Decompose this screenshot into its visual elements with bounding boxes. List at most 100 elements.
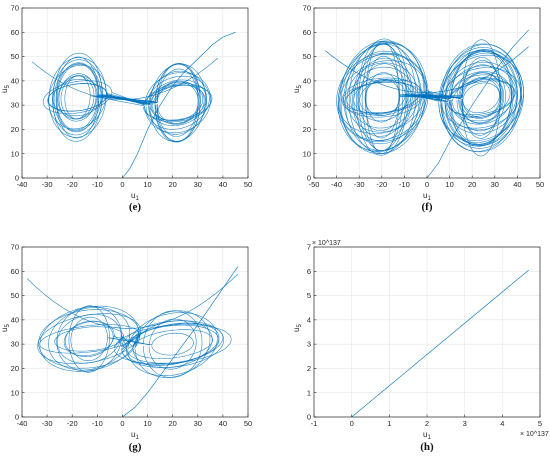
- y-tick-label: 20: [11, 125, 19, 134]
- x-tick-label: 2: [425, 419, 429, 428]
- x-tick-label: 10: [143, 180, 151, 189]
- panel-g: -40 -30 -20 -10 0 10 20 30 40 50 010203040506070 …: [0, 243, 252, 453]
- y-tick-label: 7: [307, 243, 311, 252]
- attractor-loop: [344, 77, 511, 118]
- attractor-loop: [361, 43, 516, 152]
- y-tick-label: 10: [11, 388, 19, 397]
- x-tick-label: 10: [143, 419, 151, 428]
- x-tick-label: 30: [194, 180, 202, 189]
- y-tick-label: 30: [11, 340, 19, 349]
- x-tick-label: -10: [92, 419, 103, 428]
- x-tick-label: 1: [387, 419, 391, 428]
- x-tick-label: -30: [42, 180, 53, 189]
- attractor-loop: [348, 41, 518, 154]
- y-tick-label: 0: [307, 413, 311, 422]
- y-axis-label-f: u5: [292, 85, 303, 93]
- x-tick-label: 20: [168, 180, 176, 189]
- attractor-loop: [52, 52, 207, 142]
- y-tick-label: 5: [307, 291, 311, 300]
- attractor-loop: [358, 63, 515, 131]
- x-tick-label: 0: [120, 419, 124, 428]
- x-axis-label-e: u1: [131, 191, 139, 202]
- y-tick-label: 0: [15, 174, 19, 183]
- y-tick-label: 50: [11, 291, 19, 300]
- x-tick-label: -40: [17, 180, 28, 189]
- x-tick-label: -30: [42, 419, 53, 428]
- trajectory-e: [31, 32, 236, 179]
- x-tick-label: -40: [331, 180, 342, 189]
- y-tick-label: 4: [307, 315, 311, 324]
- attractor-loop: [356, 38, 524, 156]
- x-ticks-g: -40 -30 -20 -10 0 10 20 30 40 50: [17, 414, 252, 428]
- x-tick-label: -20: [67, 419, 78, 428]
- x-tick-label: 3: [463, 419, 467, 428]
- x-tick-label: 5: [538, 419, 542, 428]
- y-tick-label: 60: [303, 28, 311, 37]
- y-ticks-h: 0 1 2 3 4 5 6 7: [307, 243, 317, 422]
- x-axis-label-f: u1: [423, 191, 431, 202]
- y-tick-label: 40: [303, 76, 311, 85]
- x-exponent-h: × 10^137: [520, 431, 549, 438]
- y-tick-label: 2: [307, 364, 311, 373]
- y-axis-label-e: u5: [0, 85, 11, 93]
- x-tick-label: 4: [500, 419, 504, 428]
- y-ticks-f: 0 10 20 30 40 50 60 70: [303, 4, 317, 183]
- trajectory-f: [325, 29, 529, 179]
- x-tick-label: 30: [491, 180, 499, 189]
- y-tick-label: 20: [303, 125, 311, 134]
- y-tick-label: 70: [303, 4, 311, 13]
- x-tick-label: -10: [399, 180, 410, 189]
- x-tick-label: -20: [376, 180, 387, 189]
- y-tick-label: 60: [11, 267, 19, 276]
- attractor-loop: [53, 63, 211, 134]
- attractor-envelope: [26, 273, 239, 329]
- y-tick-label: 70: [11, 243, 19, 252]
- grid-h: [313, 246, 541, 418]
- attractor-loop: [48, 307, 218, 376]
- y-tick-label: 70: [11, 4, 19, 13]
- x-tick-label: 0: [425, 180, 429, 189]
- panel-e: -40 -30 -20 -10 0 10 20 30 40 50 010203040506070 …: [0, 4, 252, 213]
- x-tick-label: 50: [536, 180, 544, 189]
- x-tick-label: 50: [244, 419, 252, 428]
- y-ticks-e: 0 10 20 30 40 50 60 70: [11, 4, 25, 183]
- y-tick-label: 6: [307, 267, 311, 276]
- x-ticks-h: -1 0 1 2 3 4 5: [311, 414, 542, 428]
- y-tick-label: 50: [11, 52, 19, 61]
- y-axis-label-h: u5: [292, 324, 303, 332]
- attractor-loop: [39, 324, 213, 359]
- x-tick-label: -50: [309, 180, 320, 189]
- trajectory-h: [351, 269, 529, 418]
- y-ticks-g: 0 10 20 30 40 50 60 70: [11, 243, 25, 422]
- attractor-loop: [39, 305, 224, 372]
- x-tick-label: 0: [120, 180, 124, 189]
- attractor-loop: [352, 53, 502, 142]
- y-tick-label: 40: [11, 76, 19, 85]
- x-tick-label: 40: [513, 180, 521, 189]
- y-tick-label: 30: [303, 101, 311, 110]
- trajectory-g: [26, 266, 239, 418]
- y-tick-label: 1: [307, 388, 311, 397]
- panel-label-g: (g): [129, 441, 142, 453]
- y-exponent-h: × 10^137: [312, 240, 341, 247]
- attractor-loop: [48, 63, 206, 142]
- attractor-loop: [70, 316, 194, 362]
- y-tick-label: 60: [11, 28, 19, 37]
- panel-label-f: (f): [422, 201, 433, 213]
- x-tick-label: 20: [468, 180, 476, 189]
- y-axis-label-g: u5: [0, 324, 11, 332]
- x-tick-label: -40: [17, 419, 28, 428]
- x-tick-label: -30: [354, 180, 365, 189]
- x-tick-label: 0: [350, 419, 354, 428]
- y-tick-label: 30: [11, 101, 19, 110]
- axes-frame-g: [21, 246, 249, 418]
- series-line: [426, 29, 529, 179]
- attractor-envelope: [325, 46, 529, 93]
- x-tick-label: 50: [244, 180, 252, 189]
- grid-f: [313, 7, 541, 179]
- x-ticks-f: -50 -40 -30 -20 -10 0 10 20 30 40 50: [309, 175, 544, 189]
- y-tick-label: 50: [303, 52, 311, 61]
- x-tick-label: -1: [311, 419, 318, 428]
- y-tick-label: 10: [11, 149, 19, 158]
- attractor-loop: [56, 314, 213, 368]
